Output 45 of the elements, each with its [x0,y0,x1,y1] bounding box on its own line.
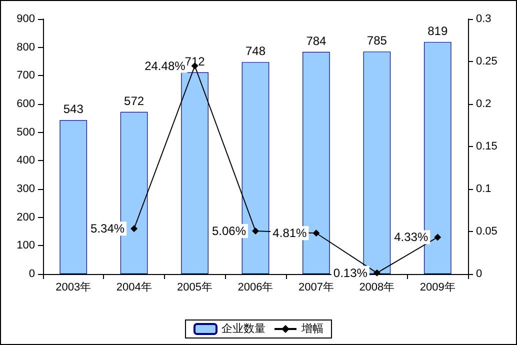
x-tick-label: 2008年 [359,282,395,294]
y-tick-label: 900 [16,13,35,25]
data-label: 0.13% [333,266,368,280]
y2-tick-label: 0.15 [476,140,498,152]
data-label: 543 [63,102,84,116]
y-tick-label: 800 [16,41,35,54]
y-tick-label: 200 [16,211,35,224]
bar [181,72,208,274]
bar [60,120,88,274]
y-tick-label: 700 [16,70,35,82]
x-tick-label: 2009年 [420,282,456,294]
y2-tick-label: 0.2 [476,98,492,110]
x-tick-label: 2005年 [177,282,213,294]
data-label: 819 [428,24,448,38]
data-label: 4.81% [272,226,308,240]
y2-tick-label: 0.3 [476,13,492,25]
data-label: 5.06% [212,224,246,238]
y2-tick-label: 0.1 [476,183,492,195]
y2-tick-label: 0.05 [476,226,498,238]
y-tick-label: 400 [16,154,35,167]
data-label: 5.34% [90,222,125,236]
y2-tick-label: 0.25 [476,56,498,68]
x-tick-label: 2007年 [298,282,334,294]
y-tick-label: 500 [16,126,35,138]
legend-label: 增幅 [300,323,324,335]
legend-label: 企业数量 [222,322,266,335]
point [252,227,259,234]
point [434,234,442,241]
data-label: 572 [124,94,144,108]
x-tick-label: 2006年 [238,282,274,294]
point [373,269,380,276]
data-label: 4.33% [394,230,428,244]
data-label: 785 [366,34,388,48]
data-label: 784 [306,34,327,48]
x-tick-label: 2003年 [56,282,92,294]
y2-tick-label: 0 [476,268,482,280]
y-tick-label: 100 [16,240,35,252]
data-label: 24.48% [144,58,186,73]
point [130,225,138,232]
y-tick-label: 300 [16,183,35,195]
y-tick-label: 0 [28,268,35,280]
data-label: 748 [245,44,266,58]
x-tick-label: 2004年 [116,282,152,294]
y-tick-label: 600 [16,98,35,110]
point [312,230,320,237]
